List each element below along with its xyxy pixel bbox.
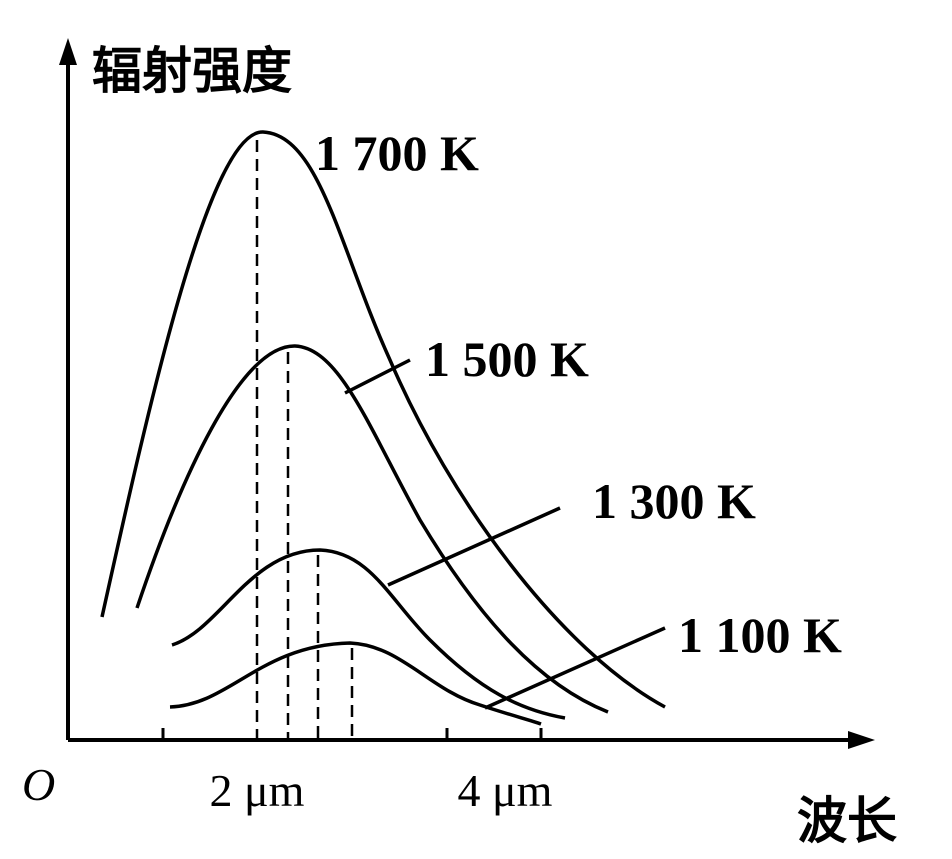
curve-label: 1 500 K bbox=[425, 331, 589, 387]
x-arrow bbox=[848, 731, 875, 749]
origin-label: O bbox=[22, 759, 55, 810]
leader-line bbox=[344, 358, 411, 395]
curve-1100 bbox=[169, 641, 542, 726]
peak-lines bbox=[255, 140, 354, 740]
curve-1500 bbox=[135, 344, 609, 714]
y-arrow bbox=[59, 38, 77, 65]
leader-line bbox=[387, 506, 561, 587]
x-tick-label: 2 μm bbox=[210, 765, 305, 816]
curve-1300 bbox=[171, 548, 566, 720]
x-tick-label: 4 μm bbox=[458, 765, 553, 816]
curve-label: 1 300 K bbox=[592, 473, 756, 529]
curve-1700 bbox=[100, 130, 666, 709]
curve-label: 1 100 K bbox=[678, 607, 842, 663]
ticks bbox=[161, 728, 543, 740]
curve-label: 1 700 K bbox=[315, 125, 479, 181]
x-axis-label: 波长 bbox=[797, 792, 897, 850]
y-axis-label: 辐射强度 bbox=[92, 42, 292, 100]
leader-line bbox=[484, 626, 666, 710]
